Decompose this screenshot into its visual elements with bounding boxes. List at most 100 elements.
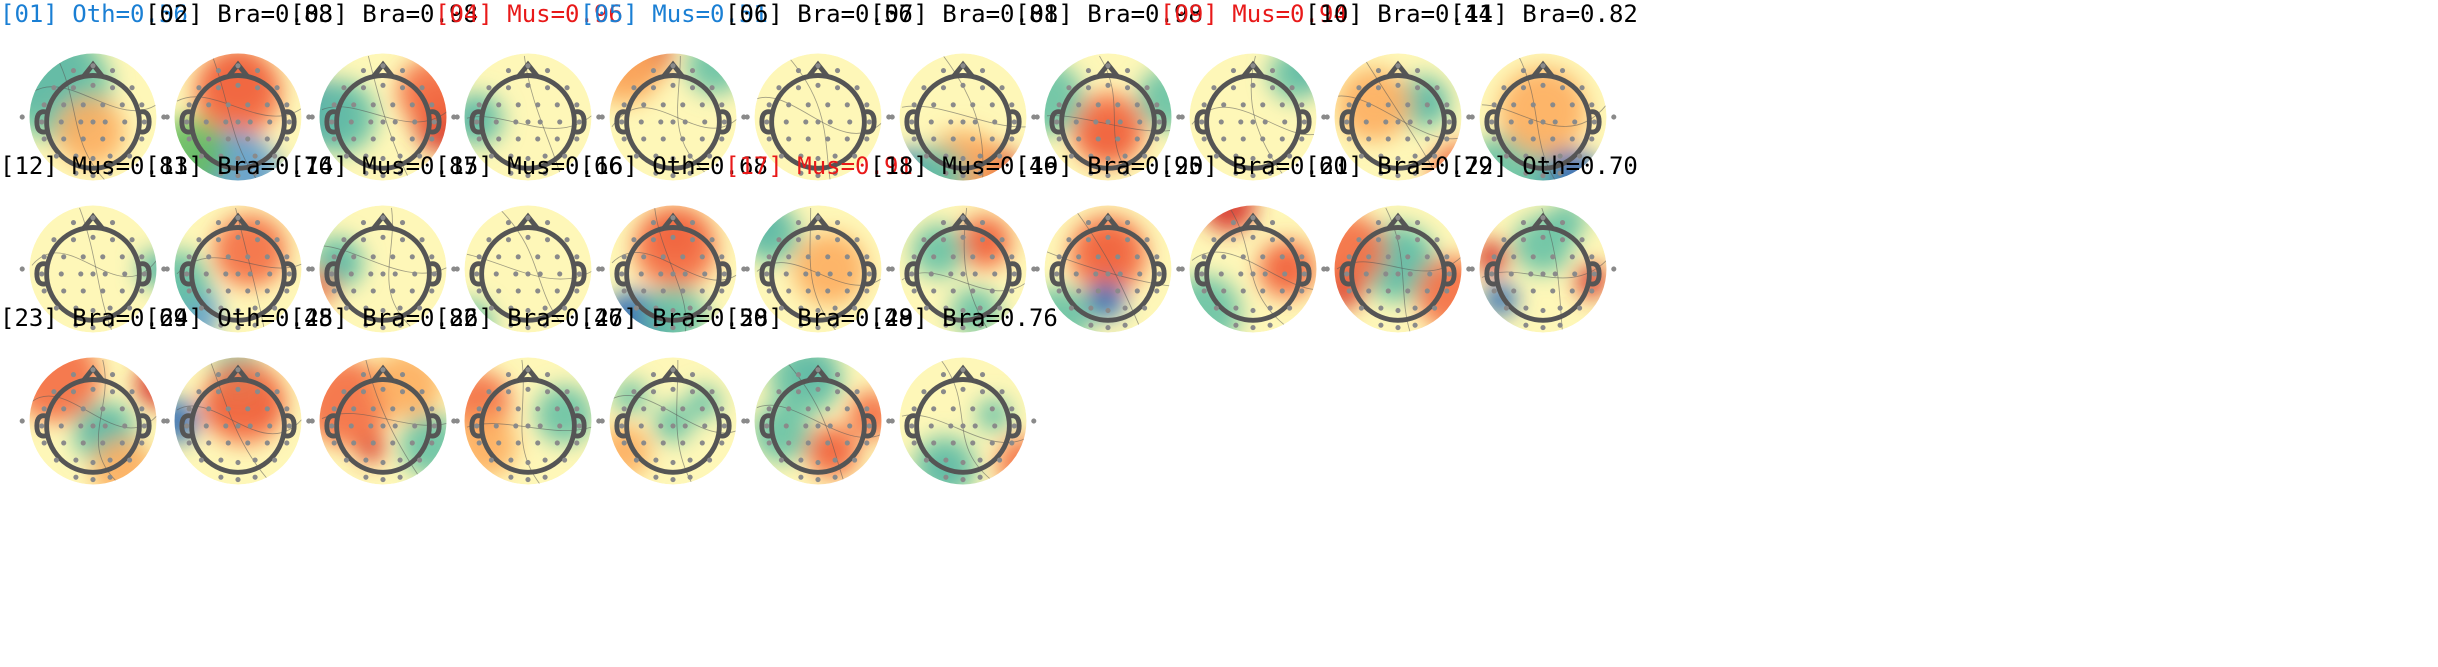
topomap-head xyxy=(164,53,312,181)
topomap-head xyxy=(309,357,457,485)
component-label: [06] Bra=0.56 xyxy=(725,0,913,28)
head-outline xyxy=(469,212,587,323)
component-label: [22] Oth=0.70 xyxy=(1450,152,1638,180)
component-class-score: Bra=0.82 xyxy=(1522,0,1638,28)
component-label: [28] Bra=0.48 xyxy=(725,304,913,332)
topomap-head xyxy=(889,357,1037,485)
topomap-head xyxy=(1179,205,1327,333)
component-class-score: Oth=0.68 xyxy=(652,152,768,180)
topomap-cell: [29] Bra=0.76 xyxy=(870,304,1090,504)
electrode-markers xyxy=(1034,215,1182,331)
component-class-score: Bra=0.82 xyxy=(362,304,478,332)
component-class-score: Bra=0.76 xyxy=(217,152,333,180)
topomap-cell: [04] Mus=0.96 xyxy=(435,0,655,200)
topomap-cell: [05] Mus=0.51 xyxy=(580,0,800,200)
head-outline xyxy=(179,212,297,323)
electrode-markers xyxy=(744,367,892,483)
topomap-cell: [22] Oth=0.70 xyxy=(1450,152,1670,352)
component-class-score: Bra=0.60 xyxy=(1232,152,1348,180)
topomap-cell: [11] Bra=0.82 xyxy=(1450,0,1670,200)
component-id: [26] xyxy=(435,304,493,332)
component-label: [15] Mus=0.66 xyxy=(435,152,623,180)
component-class-score: Bra=0.88 xyxy=(217,0,333,28)
electrode-markers xyxy=(1324,63,1472,179)
component-label: [09] Mus=0.94 xyxy=(1160,0,1348,28)
component-id: [24] xyxy=(145,304,203,332)
topomap-head xyxy=(1324,205,1472,333)
topomap-head xyxy=(309,205,457,333)
component-label: [19] Bra=0.95 xyxy=(1015,152,1203,180)
component-class-score: Mus=0.96 xyxy=(507,0,623,28)
component-class-score: Bra=0.98 xyxy=(362,0,478,28)
component-class-score: Bra=0.69 xyxy=(72,304,188,332)
component-label: [20] Bra=0.60 xyxy=(1160,152,1348,180)
electrode-markers xyxy=(19,215,167,331)
component-label: [12] Mus=0.81 xyxy=(0,152,188,180)
topomap-head xyxy=(454,357,602,485)
topomap-cell: [17] Mus=0.91 xyxy=(725,152,945,352)
head-outline xyxy=(324,364,442,475)
component-id: [09] xyxy=(1160,0,1218,28)
component-class-score: Bra=0.79 xyxy=(1377,152,1493,180)
component-label: [07] Bra=0.81 xyxy=(870,0,1058,28)
topomap-cell: [03] Bra=0.98 xyxy=(290,0,510,200)
head-outline xyxy=(759,364,877,475)
component-class-score: Bra=0.48 xyxy=(797,304,913,332)
component-id: [28] xyxy=(725,304,783,332)
component-id: [10] xyxy=(1305,0,1363,28)
component-id: [23] xyxy=(0,304,58,332)
component-label: [29] Bra=0.76 xyxy=(870,304,1058,332)
topomap-cell: [18] Mus=0.46 xyxy=(870,152,1090,352)
component-label: [27] Bra=0.50 xyxy=(580,304,768,332)
component-id: [02] xyxy=(145,0,203,28)
topomap-cell: [23] Bra=0.69 xyxy=(0,304,220,504)
component-label: [17] Mus=0.91 xyxy=(725,152,913,180)
topomap-head xyxy=(19,53,167,181)
component-id: [11] xyxy=(1450,0,1508,28)
topomap-head xyxy=(1469,53,1617,181)
component-class-score: Bra=0.81 xyxy=(942,0,1058,28)
component-id: [25] xyxy=(290,304,348,332)
component-label: [04] Mus=0.96 xyxy=(435,0,623,28)
component-id: [13] xyxy=(145,152,203,180)
topomap-head xyxy=(744,205,892,333)
head-outline xyxy=(1194,212,1312,323)
electrode-markers xyxy=(744,63,892,179)
component-label: [08] Bra=0.98 xyxy=(1015,0,1203,28)
electrode-markers xyxy=(1469,215,1617,331)
component-label: [25] Bra=0.82 xyxy=(290,304,478,332)
topomap-head xyxy=(1034,53,1182,181)
component-id: [17] xyxy=(725,152,783,180)
topomap-cell: [07] Bra=0.81 xyxy=(870,0,1090,200)
component-class-score: Bra=0.95 xyxy=(1087,152,1203,180)
head-outline xyxy=(904,60,1022,171)
topomap-head xyxy=(599,205,747,333)
topomap-head xyxy=(744,53,892,181)
topomap-head xyxy=(1469,205,1617,333)
component-class-score: Bra=0.98 xyxy=(1087,0,1203,28)
component-id: [16] xyxy=(580,152,638,180)
topomap-head xyxy=(19,357,167,485)
component-class-score: Bra=0.76 xyxy=(942,304,1058,332)
component-id: [29] xyxy=(870,304,928,332)
electrode-markers xyxy=(19,63,167,179)
component-label: [01] Oth=0.56 xyxy=(0,0,188,28)
component-id: [04] xyxy=(435,0,493,28)
electrode-markers xyxy=(309,63,457,179)
component-label: [23] Bra=0.69 xyxy=(0,304,188,332)
electrode-markers xyxy=(1034,63,1182,179)
component-id: [21] xyxy=(1305,152,1363,180)
topomap-head xyxy=(454,205,602,333)
topomap-head xyxy=(164,357,312,485)
head-outline xyxy=(179,60,297,171)
electrode-markers xyxy=(1179,63,1327,179)
component-class-score: Bra=0.44 xyxy=(1377,0,1493,28)
component-label: [05] Mus=0.51 xyxy=(580,0,768,28)
component-id: [14] xyxy=(290,152,348,180)
component-id: [27] xyxy=(580,304,638,332)
topomap-cell: [09] Mus=0.94 xyxy=(1160,0,1380,200)
component-class-score: Bra=0.46 xyxy=(507,304,623,332)
head-outline xyxy=(34,364,152,475)
component-label: [14] Mus=0.87 xyxy=(290,152,478,180)
component-id: [18] xyxy=(870,152,928,180)
